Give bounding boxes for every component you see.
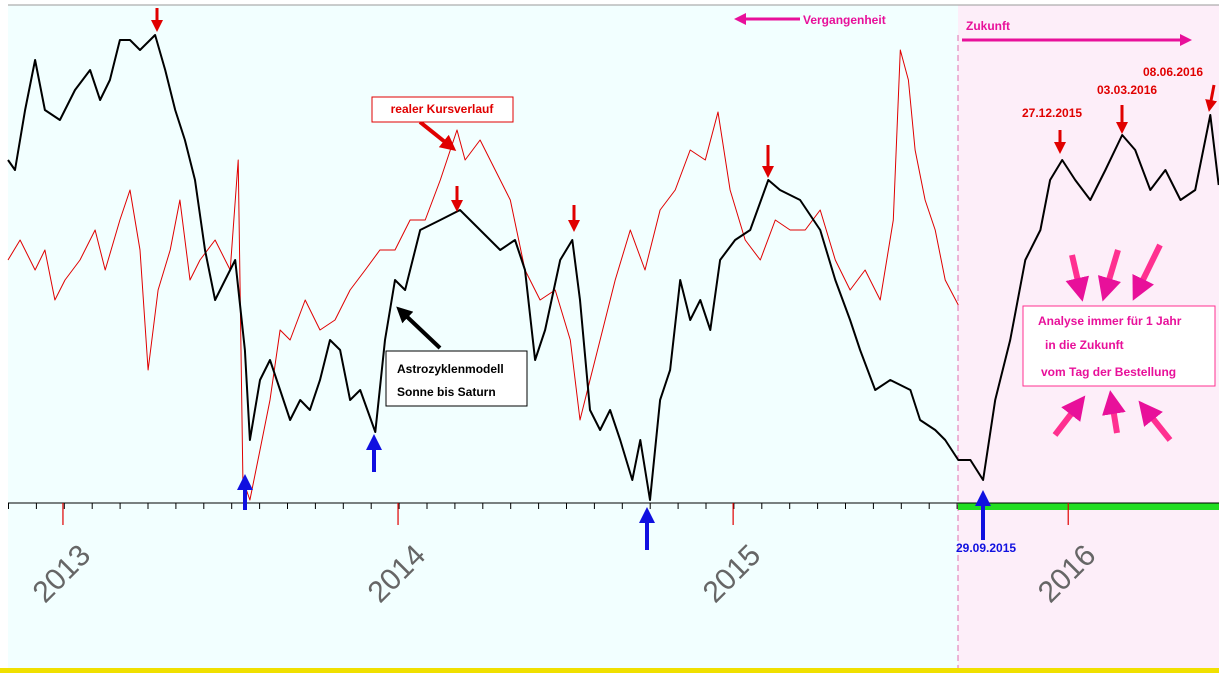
future-label: Zukunft [966, 19, 1010, 33]
arrows [151, 8, 1218, 550]
series-line [7, 34, 1219, 501]
real-box [371, 96, 514, 123]
note-line: Analyse immer für 1 Jahr [1038, 314, 1182, 328]
model-label: Sonne bis Saturn [397, 385, 496, 399]
start-date: 29.09.2015 [956, 541, 1016, 555]
past-label: Vergangenheit [803, 13, 886, 27]
real-label: realer Kursverlauf [391, 102, 495, 116]
date-label: 08.06.2016 [1143, 65, 1203, 79]
bottom-bar [0, 668, 1219, 673]
model-label: Astrozyklenmodell [397, 362, 504, 376]
note-line: vom Tag der Bestellung [1041, 365, 1176, 379]
note-box [1022, 305, 1216, 387]
date-label: 03.03.2016 [1097, 83, 1157, 97]
note-line: in die Zukunft [1045, 338, 1124, 352]
future-bar [958, 503, 1219, 510]
model-box [385, 350, 528, 407]
date-label: 27.12.2015 [1022, 106, 1082, 120]
